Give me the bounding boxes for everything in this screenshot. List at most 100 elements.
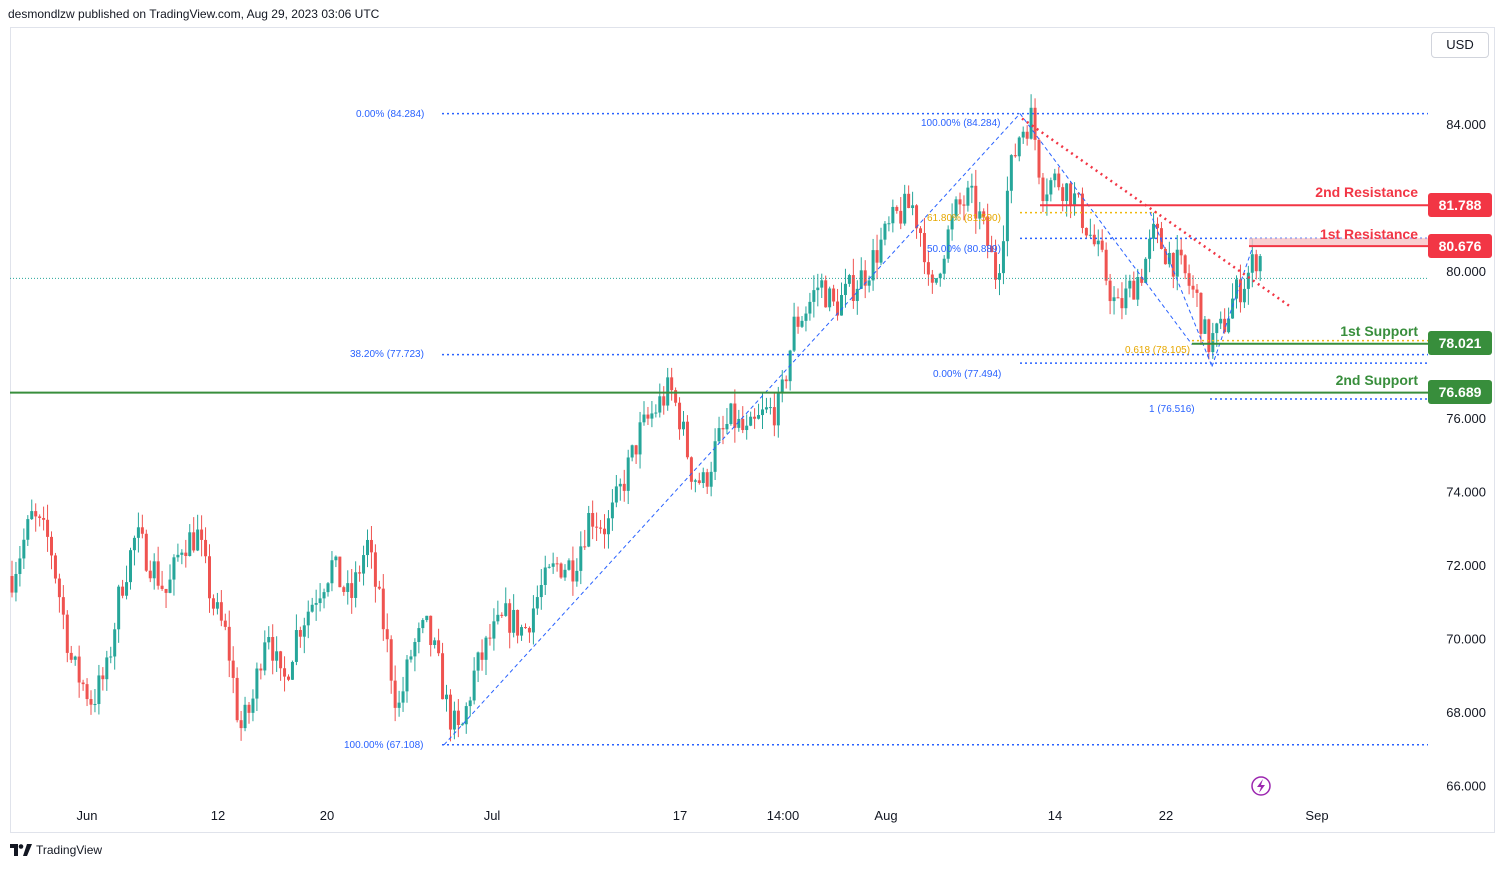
candle-body	[504, 603, 508, 616]
candle-body	[922, 233, 926, 263]
candle-body	[1152, 223, 1156, 239]
candle-body	[393, 680, 397, 708]
candle-body	[737, 418, 741, 428]
candle-body	[1120, 298, 1124, 309]
candle-body	[1231, 298, 1235, 319]
fib-ext-label-1: 1 (76.516)	[1149, 404, 1195, 415]
y-tick-label: 74.000	[1446, 485, 1486, 500]
candle-body	[733, 403, 737, 428]
candle-body	[757, 415, 761, 419]
candle-body	[156, 561, 160, 586]
candle-body	[1183, 255, 1187, 274]
candle-body	[57, 578, 61, 598]
candle-body	[646, 414, 650, 419]
candle-body	[1077, 193, 1080, 195]
candle-body	[433, 640, 437, 646]
candle-body	[468, 700, 472, 707]
candle-body	[172, 557, 176, 580]
candle-body	[658, 396, 662, 413]
candle-body	[591, 513, 595, 527]
candle-body	[30, 511, 34, 520]
candle-body	[614, 486, 618, 503]
candle-body	[219, 602, 223, 621]
candle-body	[1100, 240, 1104, 250]
candle-body	[417, 628, 421, 643]
candle-body	[334, 556, 338, 561]
candle-body	[1053, 173, 1057, 181]
candle-body	[859, 270, 863, 289]
candle-body	[654, 412, 658, 414]
lightning-icon[interactable]	[1251, 776, 1271, 796]
candle-body	[113, 629, 117, 657]
candle-body	[125, 582, 129, 596]
candle-body	[883, 223, 887, 240]
candle-body	[1021, 131, 1025, 138]
currency-button[interactable]: USD	[1431, 32, 1489, 58]
candle-body	[599, 527, 603, 529]
candle-body	[666, 377, 670, 406]
candle-body	[346, 583, 350, 592]
candle-body	[464, 706, 468, 725]
candle-body	[101, 675, 105, 680]
candle-body	[887, 223, 891, 225]
candle-body	[583, 546, 587, 548]
candle-body	[148, 570, 152, 579]
candle-body	[1254, 254, 1258, 272]
candle-body	[1219, 318, 1223, 324]
candle-body	[409, 656, 413, 660]
candle-body	[998, 273, 1001, 280]
candle-body	[441, 653, 445, 700]
candle-body	[1065, 183, 1069, 202]
price-tag-bg-78021	[1428, 331, 1492, 355]
candle-body	[974, 185, 978, 219]
candle-body	[294, 630, 298, 662]
candle-body	[369, 539, 373, 553]
candle-body	[196, 529, 200, 551]
candle-body	[243, 704, 247, 729]
candle-body	[903, 193, 907, 224]
level-name-2nd-resistance: 2nd Resistance	[1315, 184, 1418, 200]
candle-body	[314, 603, 318, 605]
downtrend-line	[1021, 117, 1293, 309]
candle-body	[211, 598, 215, 609]
candle-body	[994, 252, 998, 280]
candle-body	[287, 676, 290, 680]
candle-body	[1175, 249, 1179, 277]
candle-body	[1080, 193, 1084, 228]
candle-body	[496, 614, 500, 622]
candle-body	[563, 569, 567, 578]
candle-body	[255, 668, 259, 699]
candle-body	[322, 592, 326, 599]
price-tag-bg-81788	[1428, 193, 1492, 217]
candle-body	[970, 185, 974, 188]
candle-body	[397, 702, 401, 708]
price-tag-bg-76689	[1428, 380, 1492, 404]
candle-body	[642, 414, 646, 423]
candle-body	[377, 586, 381, 589]
candle-body	[89, 699, 93, 705]
candle-body	[480, 652, 484, 660]
candle-body	[950, 215, 954, 230]
candle-body	[401, 691, 405, 703]
y-tick-label: 84.000	[1446, 117, 1486, 132]
candle-body	[152, 561, 156, 579]
candle-body	[298, 630, 302, 637]
candle-body	[1238, 279, 1242, 303]
candle-body	[978, 211, 982, 219]
candle-body	[784, 379, 788, 382]
candle-body	[879, 239, 883, 263]
candle-body	[290, 661, 294, 680]
candle-body	[484, 637, 488, 660]
candle-body	[682, 421, 685, 430]
price-tag-80676: 80.676	[1439, 238, 1482, 254]
candle-body	[492, 621, 496, 639]
candle-body	[1132, 280, 1136, 300]
candle-body	[907, 193, 911, 209]
candle-body	[1124, 288, 1128, 309]
candle-body	[239, 720, 243, 729]
price-tag-78021: 78.021	[1439, 335, 1482, 351]
candle-body	[1258, 256, 1262, 272]
candle-body	[302, 625, 306, 637]
candle-body	[227, 626, 231, 661]
